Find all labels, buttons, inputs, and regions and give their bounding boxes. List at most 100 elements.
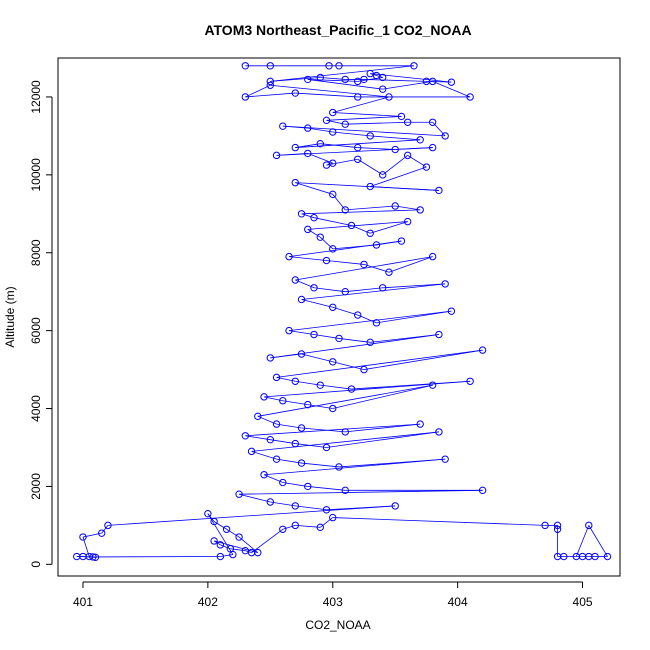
data-point [304, 149, 312, 158]
series-line-segment [245, 92, 296, 98]
data-point [391, 202, 399, 210]
series-line-segment [307, 404, 333, 409]
data-point [204, 509, 212, 518]
data-point [272, 373, 281, 382]
data-point [341, 206, 349, 214]
data-point [291, 439, 299, 448]
data-point [360, 260, 368, 269]
data-point [341, 75, 349, 84]
plot-area [73, 62, 612, 562]
data-point [366, 338, 374, 347]
series-line-segment [276, 458, 302, 464]
data-point [360, 365, 368, 374]
data-point [285, 326, 293, 335]
series-line-segment [363, 264, 390, 273]
data-point [435, 428, 443, 436]
y-tick-label: 12000 [29, 80, 43, 114]
data-point [354, 155, 362, 163]
series-line-segment [332, 131, 371, 137]
series-line-segment [270, 501, 296, 507]
data-point [379, 171, 387, 179]
data-point [553, 525, 562, 533]
data-point [347, 221, 356, 230]
data-point [279, 397, 287, 405]
data-point [272, 455, 281, 463]
data-point [297, 210, 306, 218]
data-point [304, 400, 312, 409]
series-line-segment [239, 489, 483, 495]
series-line-segment [270, 353, 302, 359]
data-point [316, 381, 324, 389]
data-point [447, 307, 456, 315]
series-line-segment [301, 213, 315, 219]
data-point [322, 256, 331, 265]
data-point [341, 486, 349, 495]
data-point [322, 506, 331, 514]
data-point [247, 548, 256, 557]
series-line-segment [276, 423, 302, 429]
x-tick-label: 404 [448, 595, 468, 609]
series-line-segment [363, 79, 427, 82]
data-point [603, 552, 612, 561]
data-point [354, 93, 362, 101]
data-point [372, 319, 381, 327]
data-point [428, 118, 437, 126]
series-line-segment [282, 400, 308, 406]
data-point [385, 93, 393, 101]
series-line-segment [295, 380, 321, 386]
data-point [541, 521, 549, 530]
data-point [329, 404, 337, 413]
series-line-segment [320, 77, 346, 80]
data-point [347, 385, 356, 393]
data-point [241, 62, 250, 70]
data-point [466, 377, 474, 385]
series-line-segment [288, 330, 315, 335]
data-point [316, 523, 324, 532]
data-point [354, 77, 362, 86]
data-point [241, 93, 250, 101]
data-point [403, 217, 412, 226]
data-point [379, 73, 387, 82]
series-line-segment [301, 427, 346, 433]
data-point [466, 93, 474, 101]
series-line-segment [326, 260, 365, 265]
series-line-segment [370, 166, 427, 187]
series-line-segment [326, 116, 402, 121]
series-line-segment [295, 143, 321, 148]
y-tick-label: 2000 [29, 473, 43, 500]
data-point [416, 420, 424, 428]
series-line-segment [370, 221, 408, 234]
data-point [560, 552, 568, 561]
data-point [210, 537, 218, 545]
data-point [329, 303, 337, 311]
data-point [316, 233, 324, 241]
x-tick-label: 403 [323, 595, 343, 609]
data-point [316, 139, 324, 148]
plot-frame [57, 57, 621, 577]
data-point [316, 73, 324, 82]
data-point [310, 213, 318, 222]
data-point [397, 112, 406, 121]
series-line-segment [326, 431, 439, 448]
data-point [279, 478, 287, 487]
data-point [297, 424, 306, 432]
data-point [285, 252, 293, 261]
data-point [260, 471, 268, 479]
data-point [304, 124, 312, 132]
series-line-segment [238, 493, 271, 503]
data-point [310, 284, 318, 292]
series-line-segment [345, 287, 383, 293]
data-point [291, 276, 299, 284]
data-point [422, 163, 431, 171]
data-point [210, 517, 218, 526]
series-line-segment [220, 554, 233, 557]
data-point [478, 486, 487, 495]
series-line-segment [382, 283, 446, 289]
data-point [385, 268, 393, 276]
data-point [585, 521, 593, 530]
series-line-segment [357, 158, 383, 176]
x-tick-label: 402 [198, 595, 218, 609]
data-point [297, 350, 306, 358]
data-point [291, 521, 299, 530]
data-point [335, 463, 343, 471]
